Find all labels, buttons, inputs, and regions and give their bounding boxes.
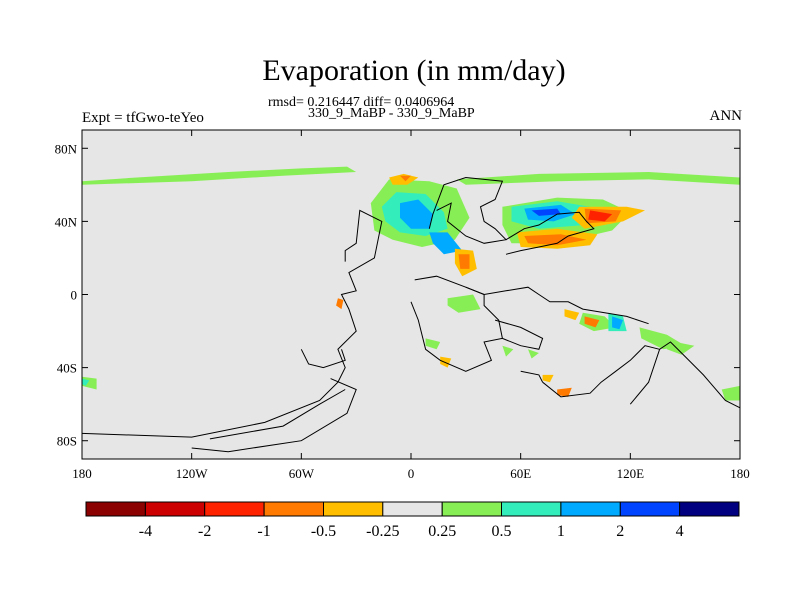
contour-region-18 [524,234,587,246]
colorbar-swatch-1 [144,501,206,517]
x-tick-label-6: 180 [730,466,750,481]
colorbar-label-6: 0.5 [492,523,512,540]
colorbar-label-5: 0.25 [428,523,456,540]
colorbar-label-4: -0.25 [366,523,399,540]
colorbar-label-7: 1 [557,523,565,540]
contour-region-30 [440,356,452,368]
x-tick-label-0: 180 [72,466,92,481]
colorbar-label-9: 4 [676,523,684,540]
contour-fill-layer [82,166,740,401]
colorbar-label-3: -0.5 [311,523,336,540]
x-tick-label-5: 120E [617,466,645,481]
coastline-8 [494,319,544,350]
y-tick-label-2: 0 [71,288,78,303]
colorbar-swatch-10 [679,501,740,517]
colorbar-swatch-6 [441,501,503,517]
contour-region-21 [721,385,740,401]
contour-region-36 [542,374,554,383]
contour-region-1 [456,172,740,185]
y-tick-label-4: 80S [57,434,77,449]
coastline-11 [520,370,544,383]
season-label: ANN [709,108,743,124]
contour-region-4 [400,199,433,229]
coastline-5 [505,211,595,255]
colorbar-label-2: -1 [257,523,270,540]
contour-region-29 [557,387,572,397]
y-tick-label-1: 40N [55,214,78,229]
colorbar-label-0: -4 [139,523,152,540]
coastline-4 [428,176,508,244]
colorbar-swatch-2 [204,501,265,517]
contour-region-23 [666,340,695,355]
contour-region-27 [584,316,600,328]
x-tick-label-1: 120W [176,466,209,481]
contour-region-32 [447,294,481,313]
coastline-0 [81,209,383,438]
subtitle-stats: rmsd= 0.216447 diff= 0.0406964 [268,95,455,110]
contour-region-34 [502,345,514,357]
contour-region-31 [425,338,441,350]
coastline-layer [81,176,741,453]
colorbar-label-1: -2 [198,523,211,540]
coastline-7 [465,286,649,325]
x-tick-label-2: 60W [289,466,315,481]
colorbar-swatch-3 [263,501,325,517]
contour-region-7 [400,175,411,182]
contour-region-5 [429,232,463,255]
colorbar-label-8: 2 [616,523,624,540]
x-tick-label-4: 60E [510,466,531,481]
colorbar: -4 -2 -1 -0.5 -0.25 0.25 0.5 1 2 4 [85,501,740,540]
y-tick-label-3: 40S [57,361,77,376]
contour-region-26 [612,316,623,330]
coastline-2 [209,389,346,440]
colorbar-swatch-9 [619,501,681,517]
contour-region-0 [82,166,357,185]
colorbar-swatch-8 [560,501,621,517]
contour-region-35 [528,349,539,359]
coastline-3 [300,349,346,369]
coastline-9 [629,341,741,409]
colorbar-swatch-4 [323,501,384,517]
x-axis: 180 120W 60W 0 60E 120E 180 [72,130,750,481]
subtitle-runs: 330_9_MaBP - 330_9_MaBP [308,106,475,121]
contour-region-20 [82,378,90,386]
x-tick-label-3: 0 [408,466,415,481]
colorbar-swatch-7 [501,501,562,517]
coastline-1 [191,378,357,453]
y-axis: 80N 40N 0 40S 80S [55,141,740,449]
contour-region-13 [531,208,561,216]
chart-title: Evaporation (in mm/day) [262,54,566,87]
experiment-label: Expt = tfGwo-teYeo [82,110,204,126]
colorbar-swatch-0 [85,501,146,517]
colorbar-swatch-5 [382,501,443,517]
y-tick-label-0: 80N [55,141,78,156]
contour-region-28 [564,309,580,321]
contour-region-16 [588,210,613,222]
contour-region-9 [458,254,470,269]
contour-region-33 [336,298,344,310]
coastline-10 [542,345,660,398]
